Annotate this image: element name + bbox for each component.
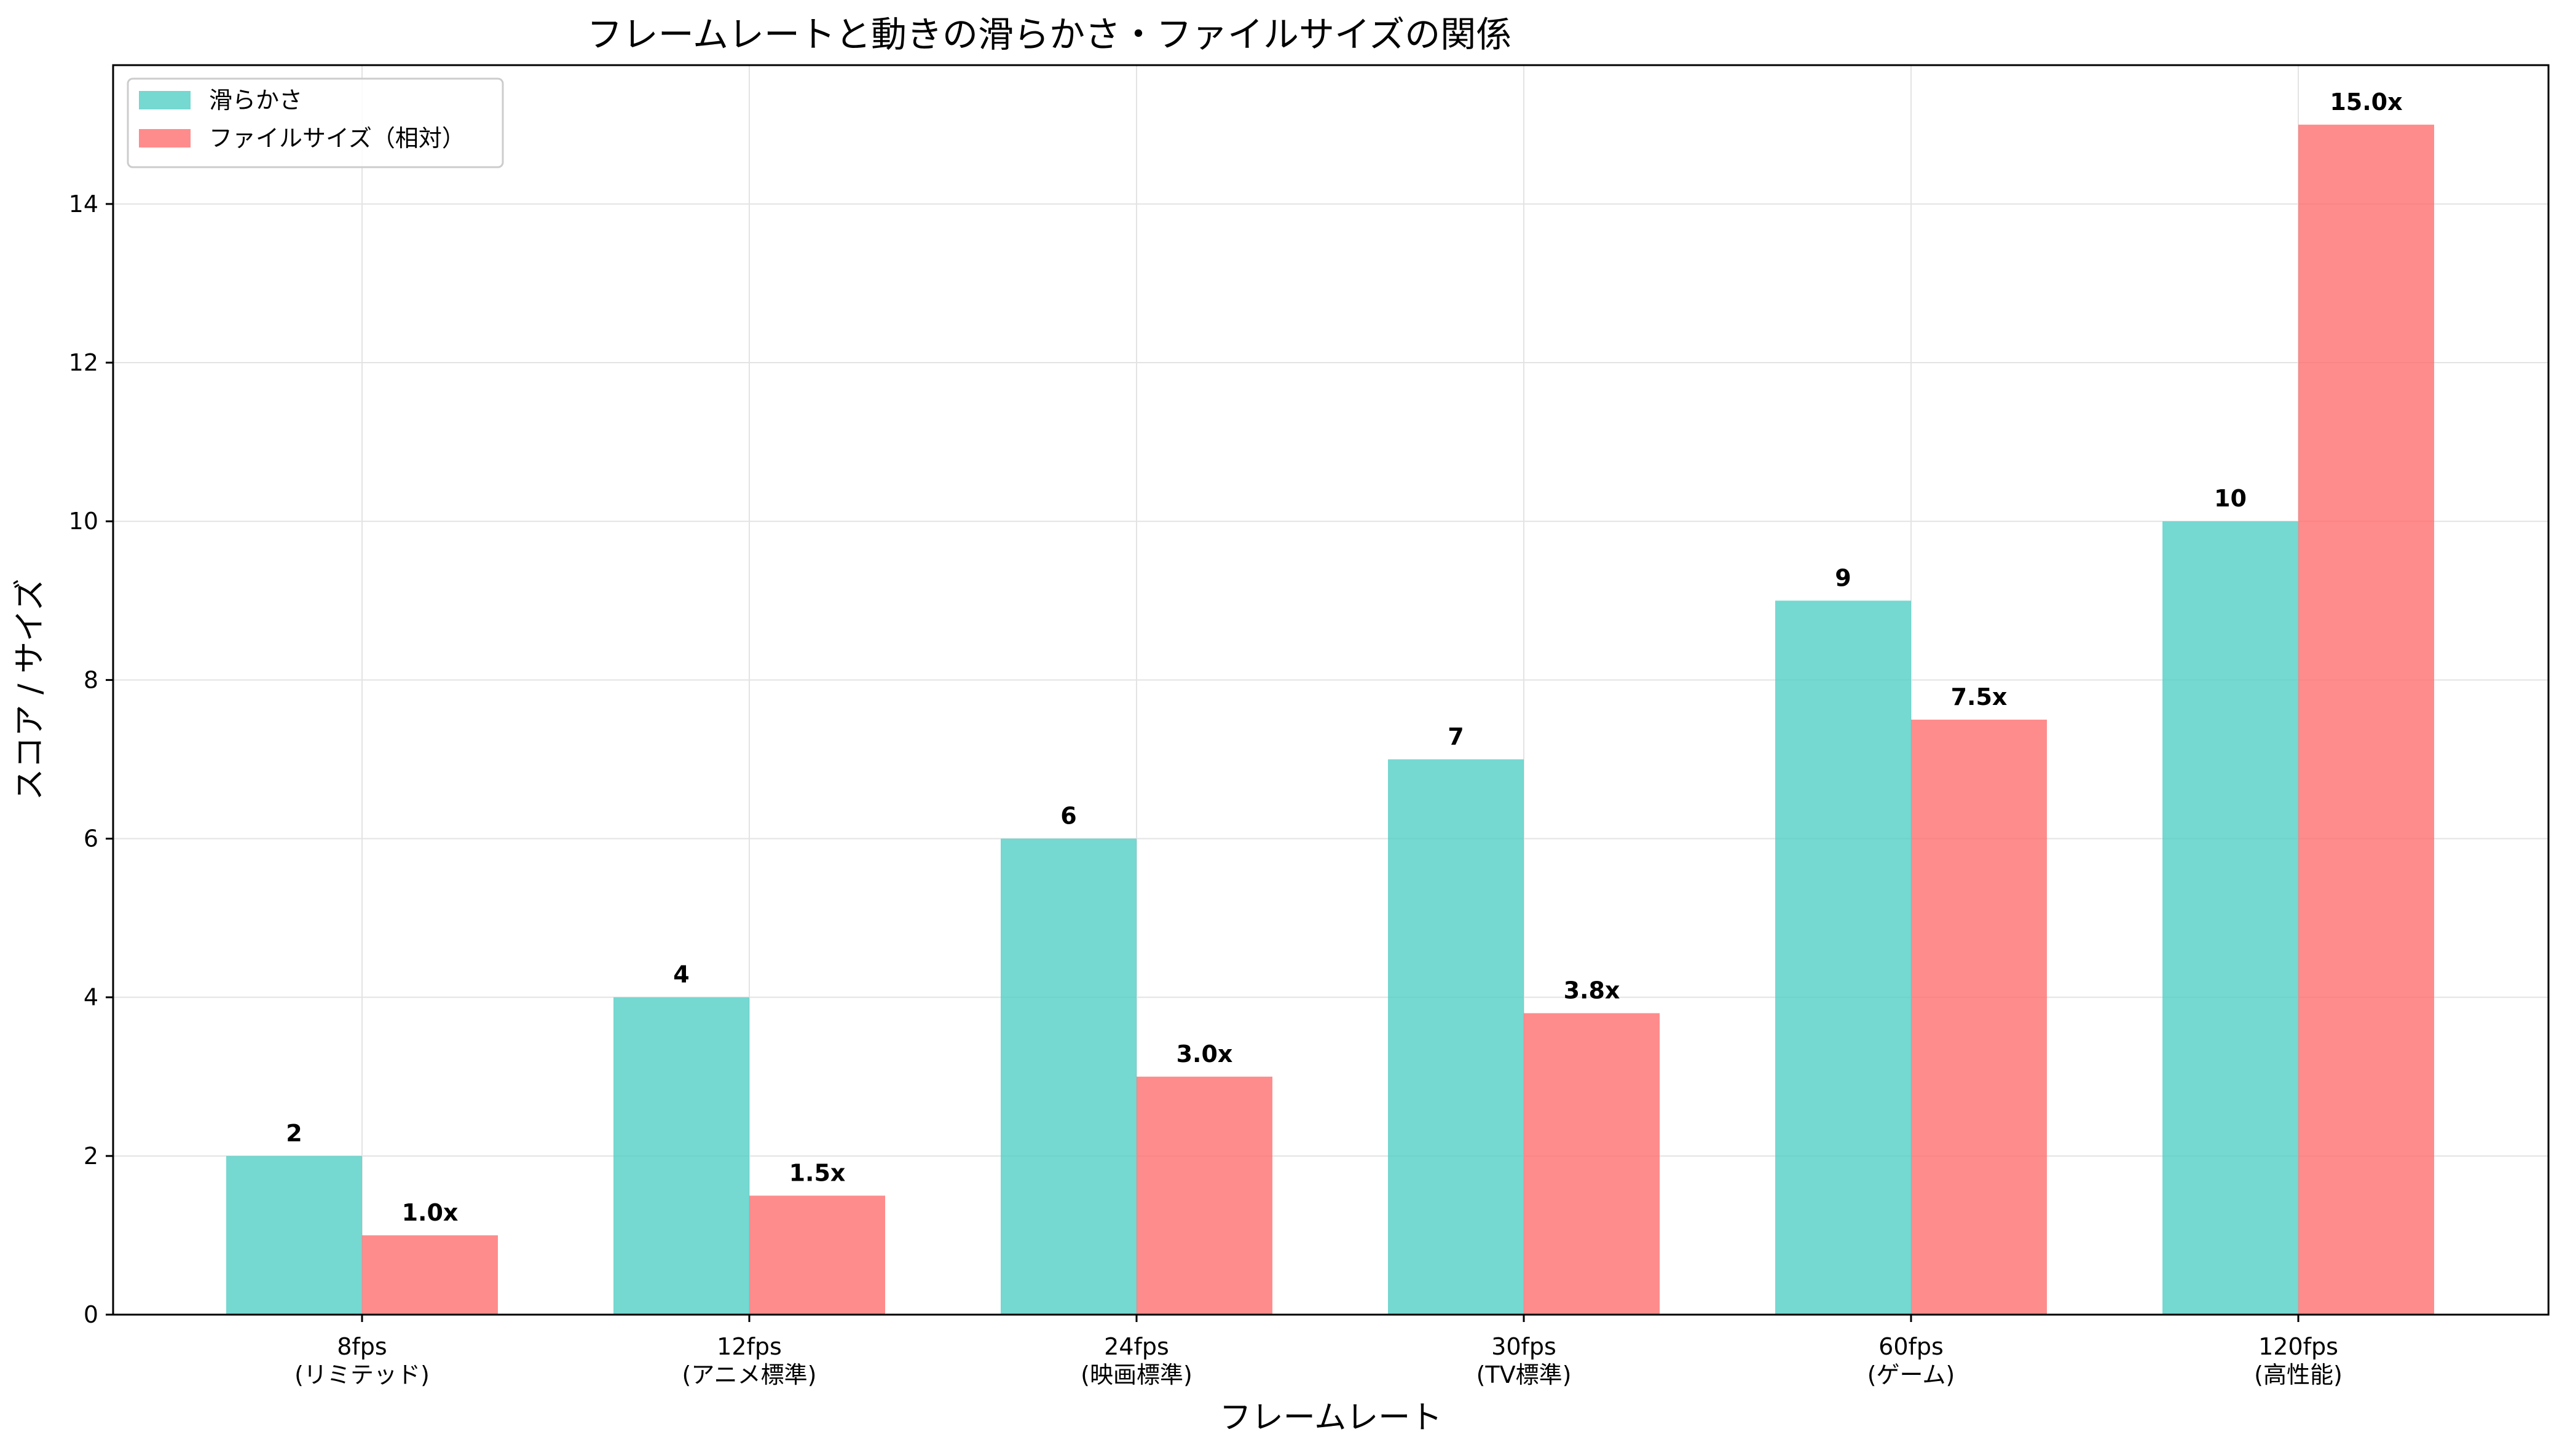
bar-file-size [2298, 124, 2434, 1315]
x-tick-label: 30fps (TV標準) [1476, 1333, 1572, 1388]
bar-value-label-smoothness: 9 [1835, 564, 1851, 591]
y-tick-label: 12 [69, 349, 98, 376]
x-tick-label: 8fps (リミテッド) [294, 1333, 430, 1388]
x-tick-label-line: (リミテッド) [294, 1361, 430, 1388]
bar-file-size [749, 1195, 885, 1315]
y-tick-label: 8 [84, 666, 98, 693]
y-tick-label: 14 [69, 191, 98, 218]
x-tick-label-line: 60fps [1878, 1333, 1944, 1360]
bar-file-size [1524, 1013, 1660, 1315]
bar-value-label-file-size: 3.0x [1177, 1041, 1233, 1068]
bar-value-label-smoothness: 4 [673, 961, 689, 988]
y-tick-label: 0 [84, 1301, 98, 1328]
y-axis-ticks: 0 2 4 6 8 10 12 14 [69, 191, 113, 1328]
x-tick-label-line: (高性能) [2254, 1361, 2343, 1388]
x-tick-label-line: 12fps [717, 1333, 782, 1360]
bar-smoothness [1388, 759, 1524, 1315]
y-tick-label: 4 [84, 984, 98, 1011]
bar-value-label-smoothness: 2 [286, 1120, 302, 1147]
x-tick-label: 24fps (映画標準) [1081, 1333, 1192, 1388]
x-axis-ticks: 8fps (リミテッド)12fps (アニメ標準)24fps (映画標準)30fps(… [294, 1315, 2343, 1388]
legend-swatch-smoothness [139, 91, 191, 109]
bar-smoothness [2162, 521, 2298, 1315]
bar-smoothness [1001, 838, 1137, 1315]
bar-value-label-file-size: 1.0x [402, 1199, 459, 1226]
bar-smoothness [613, 997, 749, 1315]
legend-label-smoothness: 滑らかさ [209, 87, 302, 114]
bar-value-label-smoothness: 7 [1448, 723, 1464, 750]
legend-swatch-file-size [139, 129, 191, 148]
x-tick-label-line: (アニメ標準) [682, 1361, 817, 1388]
y-tick-label: 2 [84, 1143, 98, 1170]
legend: 滑らかさ ファイルサイズ（相対） [127, 77, 504, 168]
bar-value-label-smoothness: 6 [1060, 803, 1076, 830]
x-tick-label: 12fps (アニメ標準) [682, 1333, 817, 1388]
bar-value-label-file-size: 15.0x [2330, 89, 2402, 116]
y-tick-label: 6 [84, 825, 98, 852]
x-tick-label-line: 8fps [337, 1333, 387, 1360]
bar-smoothness [1775, 600, 1911, 1315]
bar-labels-layer: 2 4 6 7 9 10 1.0x 1.5x 3.0x 3.8x 7.5x 15.0x [286, 89, 2402, 1226]
x-tick-label-line: (映画標準) [1081, 1361, 1192, 1388]
legend-frame [127, 77, 504, 168]
bar-value-label-file-size: 3.8x [1564, 977, 1620, 1004]
bars-layer [226, 124, 2434, 1315]
plot-frame [112, 64, 2550, 1316]
bar-file-size [1911, 719, 2047, 1315]
bar-smoothness [226, 1155, 362, 1315]
bar-file-size [362, 1235, 498, 1315]
x-tick-label-line: 120fps [2258, 1333, 2338, 1360]
x-axis-label: フレームレート [1220, 1399, 1442, 1436]
x-tick-label-line: 30fps [1491, 1333, 1556, 1360]
legend-label-file-size: ファイルサイズ（相対） [209, 125, 465, 152]
bar-file-size [1137, 1076, 1272, 1315]
bar-value-label-file-size: 7.5x [1951, 683, 2008, 710]
bar-value-label-smoothness: 10 [2214, 485, 2247, 512]
y-axis-label: スコア / サイズ [12, 578, 49, 800]
x-tick-label-line: 24fps [1104, 1333, 1169, 1360]
x-tick-label-line: (TV標準) [1476, 1361, 1572, 1388]
x-tick-label: 60fps (ゲーム) [1867, 1333, 1955, 1388]
y-tick-label: 10 [69, 508, 98, 535]
x-tick-label: 120fps (高性能) [2254, 1333, 2343, 1388]
bar-value-label-file-size: 1.5x [789, 1159, 846, 1186]
chart-title: フレームレートと動きの滑らかさ・ファイルサイズの関係 [587, 14, 1512, 55]
x-tick-label-line: (ゲーム) [1867, 1361, 1955, 1388]
